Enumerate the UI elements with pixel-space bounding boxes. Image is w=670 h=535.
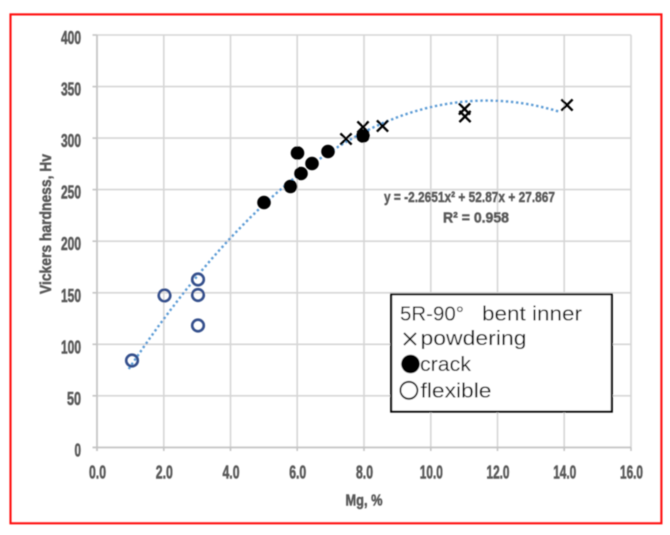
svg-text:400: 400 [61,27,81,48]
svg-text:10.0: 10.0 [420,462,443,483]
svg-text:0: 0 [75,439,82,460]
svg-text:2.0: 2.0 [156,462,173,483]
svg-text:250: 250 [61,182,81,203]
svg-text:14.0: 14.0 [553,462,576,483]
svg-text:16.0: 16.0 [620,462,643,483]
svg-text:150: 150 [61,285,81,306]
svg-text:300: 300 [61,130,81,151]
svg-text:12.0: 12.0 [487,462,510,483]
svg-text:200: 200 [61,233,81,254]
svg-text:Mg, %: Mg, % [346,493,383,510]
svg-text:crack: crack [420,354,472,376]
svg-text:0.0: 0.0 [89,462,106,483]
svg-text:Vickers hardness, Hv: Vickers hardness, Hv [38,154,55,294]
svg-text:bent inner: bent inner [482,304,582,326]
svg-text:R² = 0.958: R² = 0.958 [443,210,509,227]
svg-text:y = -2.2651x² + 52.87x + 27.86: y = -2.2651x² + 52.87x + 27.867 [384,189,555,206]
svg-text:50: 50 [67,388,81,409]
svg-text:350: 350 [61,79,81,100]
svg-text:100: 100 [61,336,81,357]
svg-text:6.0: 6.0 [289,462,306,483]
svg-text:powdering: powdering [421,328,527,350]
svg-text:8.0: 8.0 [356,462,373,483]
svg-text:5R-90°: 5R-90° [400,304,464,326]
svg-text:flexible: flexible [421,381,492,403]
svg-text:4.0: 4.0 [223,462,240,483]
